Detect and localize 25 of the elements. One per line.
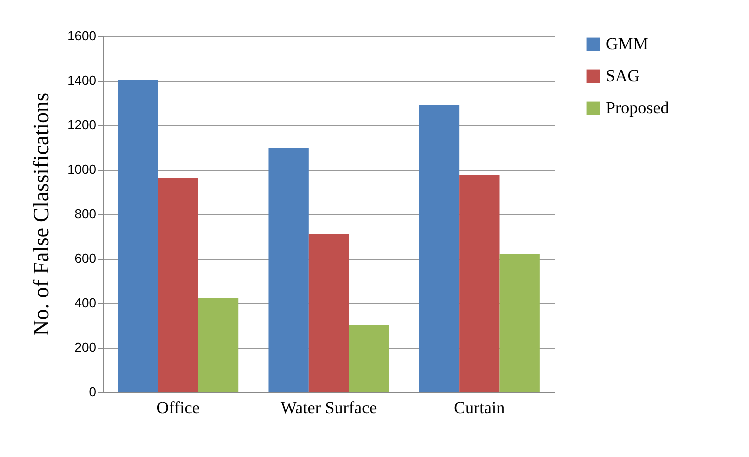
bar [198,298,239,392]
y-tick-label: 1400 [68,73,96,88]
bar [268,148,309,392]
y-tick-label: 1600 [68,28,96,44]
x-tick-label: Curtain [454,398,506,418]
legend-label: Proposed [606,98,670,118]
x-tick-label: Water Surface [280,398,378,418]
y-tick-label: 800 [74,206,96,222]
bar [308,234,350,392]
bar [158,178,198,392]
y-tick-label: 0 [89,384,96,400]
bar [419,104,460,392]
bar [349,325,390,392]
y-tick-label: 200 [74,340,96,355]
bar [118,80,158,392]
y-tick-label: 1000 [68,162,96,177]
legend-label: SAG [606,66,640,86]
y-tick-label: 400 [74,296,96,310]
bar [500,254,540,392]
y-axis-title: No. of False Classifications [28,92,54,336]
legend-label: GMM [606,34,649,54]
x-tick-label: Office [156,398,200,418]
bar [460,175,500,392]
y-tick-label: 600 [74,251,96,266]
y-tick-label: 1200 [68,118,96,132]
